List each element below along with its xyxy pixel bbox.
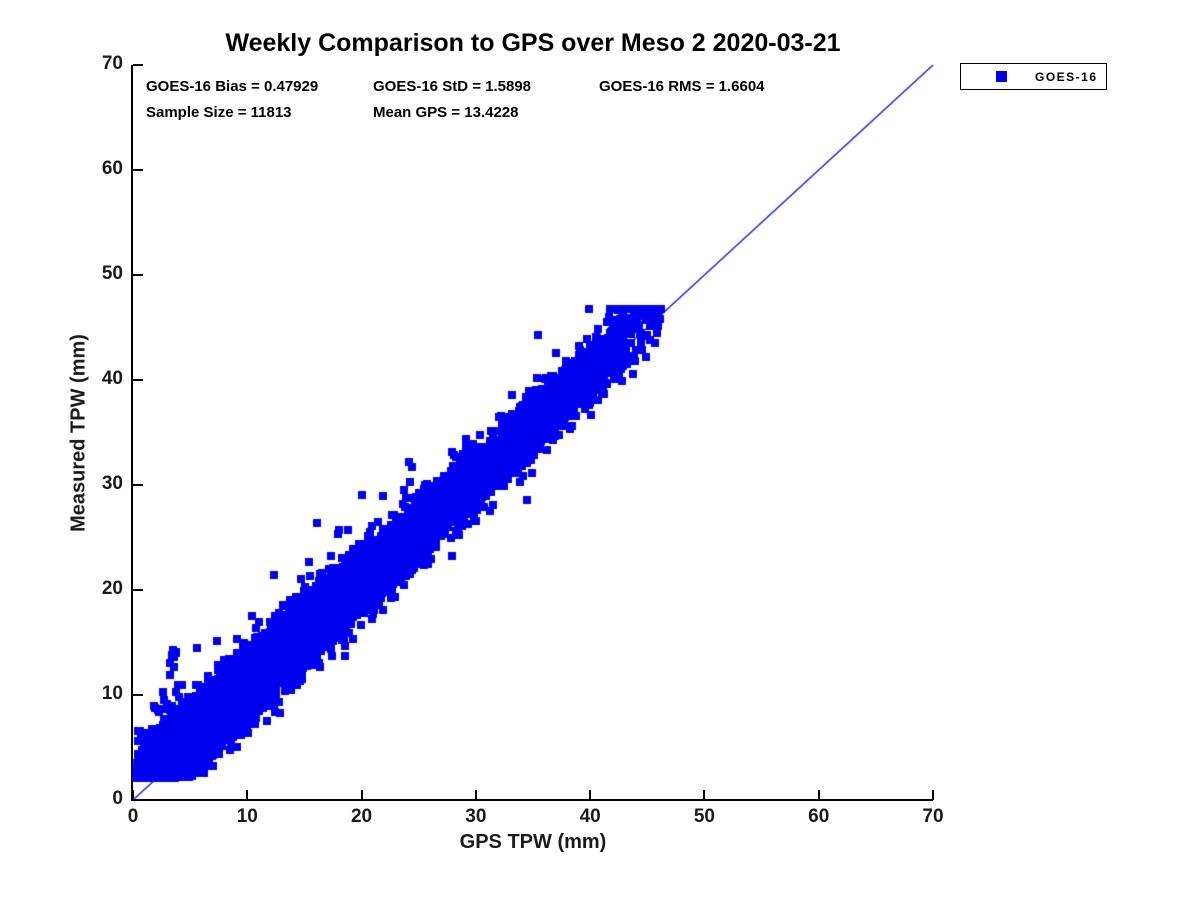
legend-series-label: GOES-16 — [1035, 69, 1098, 84]
legend: GOES-16 — [960, 63, 1107, 90]
y-axis-label: Measured TPW (mm) — [67, 334, 90, 532]
legend-marker-square-icon — [996, 71, 1007, 82]
x-axis-label: GPS TPW (mm) — [459, 831, 607, 853]
